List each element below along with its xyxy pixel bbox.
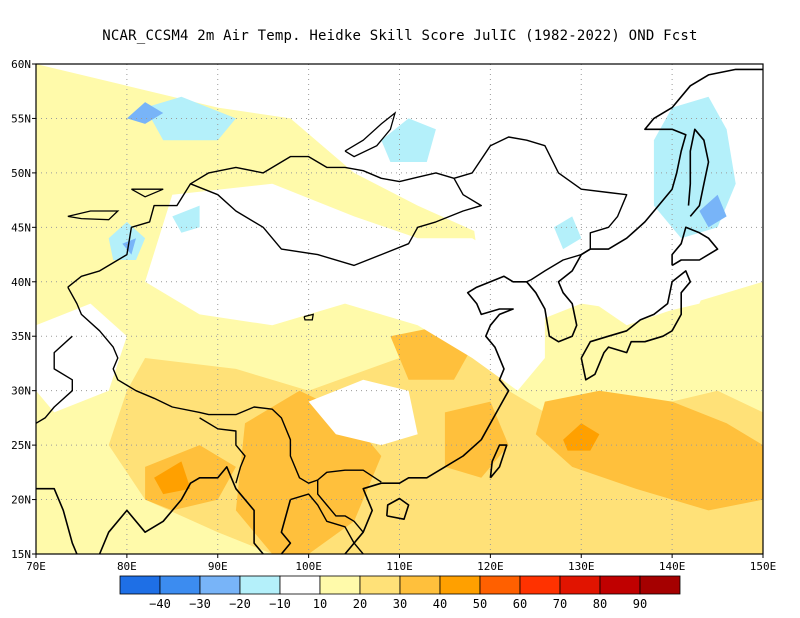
lon-tick-label: 90E [208,560,228,573]
score-region-20 [699,194,727,228]
axis-ticks: 15N 20N 25N 30N 35N 40N 45N 50N 55N 60N 70E 80E 90E 1… [11,58,776,573]
colorbar-swatch-3 [239,575,281,595]
country-border [199,417,246,484]
lat-tick-label: 20N [11,494,31,507]
colorbar-swatch-5 [319,575,361,595]
coastline-border-layer [36,68,763,554]
score-region-14 [145,96,236,141]
chart-title: NCAR_CCSM4 2m Air Temp. Heidke Skill Sco… [102,28,698,44]
lon-tick-label: 80E [117,560,137,573]
lat-tick-label: 45N [11,221,31,234]
coastline [580,270,692,381]
colorbar-swatch-8 [439,575,481,595]
score-region-10 [145,183,545,391]
lon-tick-label: 140E [659,560,686,573]
colorbar-label: 90 [633,597,647,611]
lat-tick-label: 40N [11,276,31,289]
colorbar-label: 70 [553,597,567,611]
lake-outline [67,210,120,221]
colorbar-swatch-12 [599,575,641,595]
colorbar-swatch-6 [359,575,401,595]
country-border [290,493,364,554]
lat-lon-gridlines [36,64,763,554]
colorbar-label: −30 [189,597,211,611]
lat-tick-label: 25N [11,439,31,452]
lon-tick-label: 120E [477,560,504,573]
lat-tick-label: 30N [11,385,31,398]
coastline [98,466,264,554]
colorbar-label: 80 [593,597,607,611]
lat-tick-label: 15N [11,548,31,561]
lat-tick-label: 35N [11,330,31,343]
lon-tick-label: 150E [750,560,777,573]
coastline [344,275,527,554]
lon-tick-label: 130E [568,560,595,573]
coastline [36,487,78,554]
coastline [526,68,763,343]
lat-tick-label: 60N [11,58,31,71]
colorbar-swatch-1 [159,575,201,595]
score-region-13 [36,303,127,413]
colorbar-swatch-11 [559,575,601,595]
colorbar-label: −10 [269,597,291,611]
score-region-11 [308,379,418,446]
score-region-21 [126,102,164,124]
score-region-3 [145,445,236,511]
colorbar-swatch-2 [199,575,241,595]
colorbar-swatch-9 [479,575,521,595]
colorbar-swatch-0 [119,575,161,595]
colorbar-label: −20 [229,597,251,611]
colorbar-swatch-13 [639,575,681,595]
country-border [526,253,582,283]
colorbar-label: 30 [393,597,407,611]
score-region-22 [122,238,136,255]
country-border [190,155,455,185]
coastline [489,444,508,479]
lon-tick-label: 100E [295,560,322,573]
colorbar-label: 60 [513,597,527,611]
country-border [317,480,364,533]
coastline [671,226,719,267]
score-region-2 [535,390,763,511]
colorbar-swatch-4 [279,575,321,595]
country-border [36,335,74,424]
score-region-15 [381,118,436,162]
score-region-18 [172,205,200,233]
score-region-19 [554,216,582,250]
lake-outline [303,313,314,321]
colorbar-swatch-7 [399,575,441,595]
coastline [687,128,710,217]
lake-outline [344,111,397,158]
lon-tick-label: 110E [386,560,413,573]
colorbar-label: 10 [313,597,327,611]
country-border [67,136,628,288]
lake-outline [131,188,164,198]
colorbar-label: 50 [473,597,487,611]
score-region-7 [563,423,600,451]
colorbar-label: −40 [149,597,171,611]
score-region-17 [108,221,146,260]
lat-tick-label: 50N [11,167,31,180]
coastline [280,499,292,554]
colorbar-label: 40 [433,597,447,611]
colorbar-swatch-10 [519,575,561,595]
colorbar-label: 20 [353,597,367,611]
coastline [386,497,410,521]
score-region-8 [154,461,191,495]
colorbar: −40 −30 −20 −10 10 20 30 40 50 60 70 80 90 [119,575,681,611]
country-border [67,286,382,484]
lon-tick-label: 70E [26,560,46,573]
lat-tick-label: 55N [11,112,31,125]
